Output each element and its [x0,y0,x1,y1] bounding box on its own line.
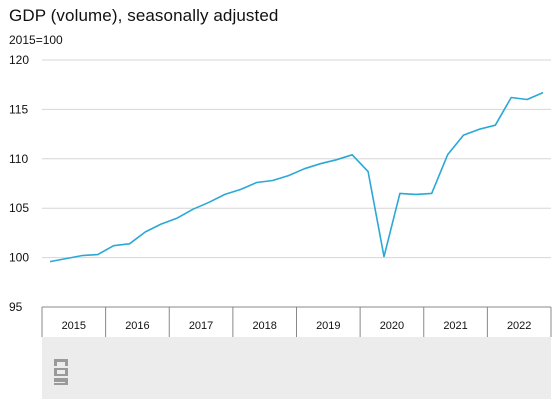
data-point [510,97,512,99]
x-tick-label: 2019 [316,320,340,332]
gdp-series-line [49,91,544,263]
data-point [192,208,194,210]
data-point [240,189,242,191]
cbs-logo-icon [52,357,70,387]
data-point [335,159,337,161]
x-tick-label: 2017 [189,320,213,332]
data-point [288,175,290,177]
data-point [129,243,131,245]
data-point [415,194,417,196]
y-tick-label: 115 [9,102,28,116]
y-tick-label: 105 [9,201,29,215]
x-tick-label: 2018 [252,320,276,332]
y-tick-label: 120 [9,53,29,67]
data-point [542,92,544,94]
data-point [97,254,99,256]
data-point [113,245,115,247]
data-point [495,124,497,126]
data-point [447,154,449,156]
data-point [367,171,369,173]
data-point [81,255,83,257]
data-point [65,258,67,260]
data-point [383,256,385,258]
chart-title: GDP (volume), seasonally adjusted [9,6,279,25]
data-point [272,180,274,182]
x-tick-label: 2015 [62,320,86,332]
x-tick-label: 2020 [380,320,404,332]
data-point [256,182,258,184]
data-point [224,194,226,196]
data-point [145,231,147,233]
data-point [479,128,481,130]
data-point [399,193,401,195]
y-tick-label: 100 [9,251,29,265]
chart-subtitle: 2015=100 [9,33,63,47]
data-point [176,217,178,219]
data-point [526,99,528,101]
data-point [160,223,162,225]
y-tick-label: 95 [9,300,23,314]
y-tick-label: 110 [9,152,28,166]
x-tick-label: 2022 [507,320,531,332]
footer-panel [42,337,551,399]
data-point [304,168,306,170]
x-tick-label: 2021 [443,320,467,332]
data-point [208,201,210,203]
data-point [463,134,465,136]
data-point [49,261,51,263]
x-tick-label: 2016 [125,320,149,332]
data-point [320,163,322,165]
data-point [351,154,353,156]
data-point [431,193,433,195]
